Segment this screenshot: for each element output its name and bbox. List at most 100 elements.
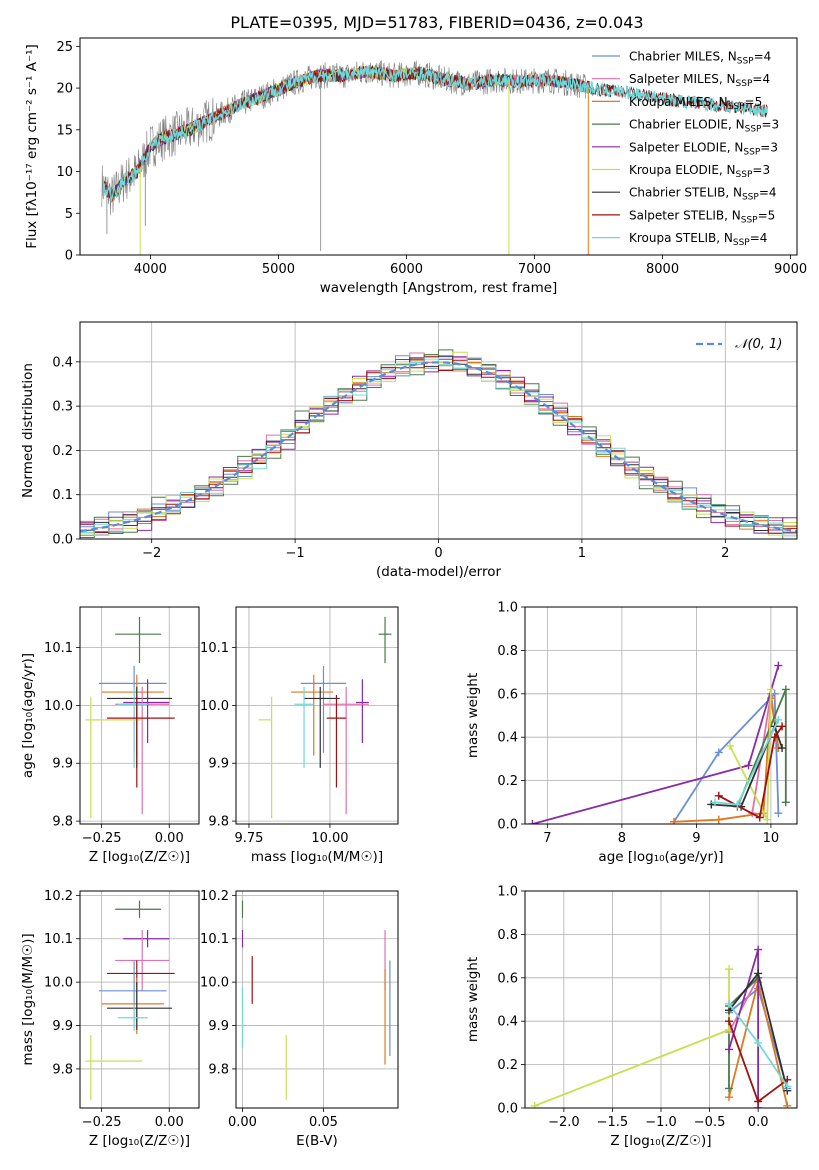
y-tick-label: 9.9 xyxy=(52,1019,73,1034)
y-tick-label: 0.6 xyxy=(497,687,518,702)
legend-label: Kroupa STELIB, NSSP=4 xyxy=(629,231,767,248)
x-tick-label: 8000 xyxy=(646,262,679,277)
plot-area xyxy=(85,617,174,818)
panel-2: −2 −1 0 1 2 0.0 0.1 0.2 0.3 0.4 (data-model)/error… xyxy=(20,322,797,580)
x-tick-label: 7 xyxy=(543,831,551,846)
x-tick-label: 9.75 xyxy=(234,831,263,846)
legend-label: Kroupa MILES, NSSP=5 xyxy=(629,95,762,112)
figure-title: PLATE=0395, MJD=51783, FIBERID=0436, z=0… xyxy=(230,13,643,32)
weight-marker xyxy=(774,809,782,817)
x-tick-label: −1.0 xyxy=(645,1115,677,1130)
x-tick-label: 5000 xyxy=(262,262,295,277)
y-tick-label: 0.0 xyxy=(52,533,73,548)
y-tick-label: 10.2 xyxy=(200,889,229,904)
x-tick-label: 0.00 xyxy=(155,831,184,846)
y-tick-label: 9.9 xyxy=(208,757,229,772)
legend-label: Chabrier STELIB, NSSP=4 xyxy=(629,186,777,203)
y-tick-label: 10.1 xyxy=(200,641,229,656)
y-axis-label: Normed distribution xyxy=(20,363,36,498)
weight-marker xyxy=(782,798,790,806)
x-tick-label: 0 xyxy=(434,546,442,561)
x-tick-label: −2 xyxy=(142,546,161,561)
panel-7: 0.00 0.059.89.910.010.110.2E(B-V) xyxy=(200,889,398,1149)
weight-marker xyxy=(725,1045,733,1053)
legend-label: Salpeter MILES, NSSP=4 xyxy=(629,72,770,89)
y-tick-label: 9.8 xyxy=(52,815,73,830)
y-tick-label: 0.0 xyxy=(497,1102,518,1117)
axes-frame xyxy=(80,891,199,1108)
y-axis-label: mass weight xyxy=(465,673,481,758)
weight-marker xyxy=(763,816,771,824)
weight-line-salpeter-elodie xyxy=(729,950,758,1108)
x-tick-label: −0.25 xyxy=(82,1115,122,1130)
x-tick-label: 7000 xyxy=(518,262,551,277)
y-tick-label: 10.2 xyxy=(44,889,73,904)
plot-area xyxy=(242,901,389,1101)
y-tick-label: 0.1 xyxy=(52,488,73,503)
y-tick-label: 0.4 xyxy=(497,1015,518,1030)
y-axis-label: age [log₁₀(age/yr)] xyxy=(20,653,36,778)
y-tick-label: 10.0 xyxy=(44,976,73,991)
model-fit-salpeter-stelib xyxy=(104,66,767,201)
x-tick-label: 0.0 xyxy=(748,1115,769,1130)
x-tick-label: −1 xyxy=(286,546,305,561)
y-tick-label: 0.0 xyxy=(497,818,518,833)
x-axis-label: Z [log₁₀(Z/Z☉)] xyxy=(610,1133,711,1149)
legend-label: Salpeter STELIB, NSSP=5 xyxy=(629,208,775,225)
y-tick-label: 10.0 xyxy=(44,699,73,714)
x-tick-label: 4000 xyxy=(134,262,167,277)
y-tick-label: 15 xyxy=(56,123,73,138)
y-tick-label: 0 xyxy=(65,249,73,264)
y-tick-label: 1.0 xyxy=(497,885,518,900)
y-tick-label: 0.2 xyxy=(52,444,73,459)
x-tick-label: 0.00 xyxy=(155,1115,184,1130)
plot-area xyxy=(528,662,789,828)
x-axis-label: Z [log₁₀(Z/Z☉)] xyxy=(89,1133,190,1149)
panel-6: −0.25 0.00 9.8 9.9 10.0 10.1 10.2 Z [log₁₀(Z/Z☉… xyxy=(20,889,199,1149)
y-tick-label: 10.1 xyxy=(44,641,73,656)
x-axis-label: (data-model)/error xyxy=(376,564,502,580)
weight-marker xyxy=(725,965,733,973)
y-tick-label: 20 xyxy=(56,82,73,97)
weight-marker xyxy=(754,946,762,954)
plot-area xyxy=(85,901,174,1101)
y-tick-label: 10.1 xyxy=(44,932,73,947)
plot-area xyxy=(259,617,392,818)
weight-marker xyxy=(715,816,723,824)
x-tick-label: 10 xyxy=(763,831,780,846)
weight-marker xyxy=(725,1093,733,1101)
y-tick-label: 10.0 xyxy=(200,976,229,991)
x-axis-label: Z [log₁₀(Z/Z☉)] xyxy=(89,849,190,865)
y-tick-label: 0.2 xyxy=(497,774,518,789)
x-tick-label: −1.5 xyxy=(597,1115,629,1130)
weight-marker xyxy=(782,685,790,693)
legend-label: 𝒩(0, 1) xyxy=(735,337,782,352)
y-tick-label: 0.4 xyxy=(52,355,73,370)
x-tick-label: 9 xyxy=(692,831,700,846)
y-tick-label: 0.8 xyxy=(497,644,518,659)
y-tick-label: 5 xyxy=(65,207,73,222)
axes-frame xyxy=(236,891,398,1108)
y-tick-label: 1.0 xyxy=(497,601,518,616)
x-tick-label: 2 xyxy=(721,546,729,561)
y-tick-label: 9.9 xyxy=(52,757,73,772)
weight-marker xyxy=(531,1102,539,1110)
y-tick-label: 9.9 xyxy=(208,1019,229,1034)
panel-8: −2.0 −1.5 −1.0 −0.5 0.0 0.0 0.2 0.4 0.6 0.8 1.0 Z [… xyxy=(465,885,797,1150)
weight-marker xyxy=(715,792,723,800)
x-tick-label: 10.00 xyxy=(311,831,348,846)
weight-marker xyxy=(774,662,782,670)
y-tick-label: 9.8 xyxy=(52,1062,73,1077)
x-tick-label: −2.0 xyxy=(548,1115,580,1130)
x-tick-label: 6000 xyxy=(390,262,423,277)
x-tick-label: 0.00 xyxy=(228,1115,257,1130)
panel-1: 4000 5000 6000 7000 8000 9000 0 5 10 15 20 25 wavele… xyxy=(24,38,807,296)
legend-label: Chabrier MILES, NSSP=4 xyxy=(629,50,771,67)
y-tick-label: 0.2 xyxy=(497,1058,518,1073)
weight-marker xyxy=(745,761,753,769)
x-axis-label: wavelength [Angstrom, rest frame] xyxy=(320,280,558,296)
weight-marker xyxy=(783,1102,791,1110)
y-tick-label: 10.0 xyxy=(200,699,229,714)
legend-label: Kroupa ELODIE, NSSP=3 xyxy=(629,163,770,180)
